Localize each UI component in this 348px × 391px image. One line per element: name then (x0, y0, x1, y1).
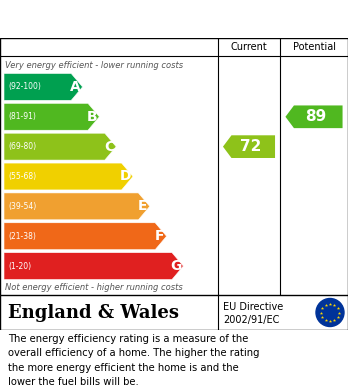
Text: C: C (104, 140, 114, 154)
Text: (39-54): (39-54) (8, 202, 36, 211)
Text: EU Directive: EU Directive (223, 302, 283, 312)
Text: 89: 89 (305, 109, 326, 124)
Polygon shape (4, 103, 99, 130)
Text: The energy efficiency rating is a measure of the
overall efficiency of a home. T: The energy efficiency rating is a measur… (8, 334, 260, 387)
Polygon shape (4, 74, 82, 100)
Text: E: E (138, 199, 148, 213)
Polygon shape (285, 106, 342, 128)
Text: A: A (70, 80, 80, 94)
Text: D: D (119, 170, 131, 183)
Text: Very energy efficient - lower running costs: Very energy efficient - lower running co… (5, 61, 183, 70)
Text: (55-68): (55-68) (8, 172, 36, 181)
Text: Not energy efficient - higher running costs: Not energy efficient - higher running co… (5, 283, 183, 292)
Text: England & Wales: England & Wales (8, 303, 179, 321)
Circle shape (316, 298, 344, 326)
Text: Potential: Potential (293, 42, 335, 52)
Text: 72: 72 (240, 139, 261, 154)
Polygon shape (4, 133, 116, 160)
Text: (81-91): (81-91) (8, 112, 36, 121)
Text: (92-100): (92-100) (8, 83, 41, 91)
Text: 2002/91/EC: 2002/91/EC (223, 314, 279, 325)
Text: F: F (155, 229, 165, 243)
Text: Energy Efficiency Rating: Energy Efficiency Rating (60, 10, 288, 28)
Text: (21-38): (21-38) (8, 232, 36, 241)
Text: (69-80): (69-80) (8, 142, 36, 151)
Text: (1-20): (1-20) (8, 262, 31, 271)
Text: Current: Current (231, 42, 267, 52)
Text: B: B (87, 110, 97, 124)
Polygon shape (4, 193, 150, 220)
Polygon shape (4, 253, 183, 280)
Polygon shape (4, 163, 133, 190)
Polygon shape (223, 135, 275, 158)
Text: G: G (170, 259, 181, 273)
Polygon shape (4, 223, 167, 249)
